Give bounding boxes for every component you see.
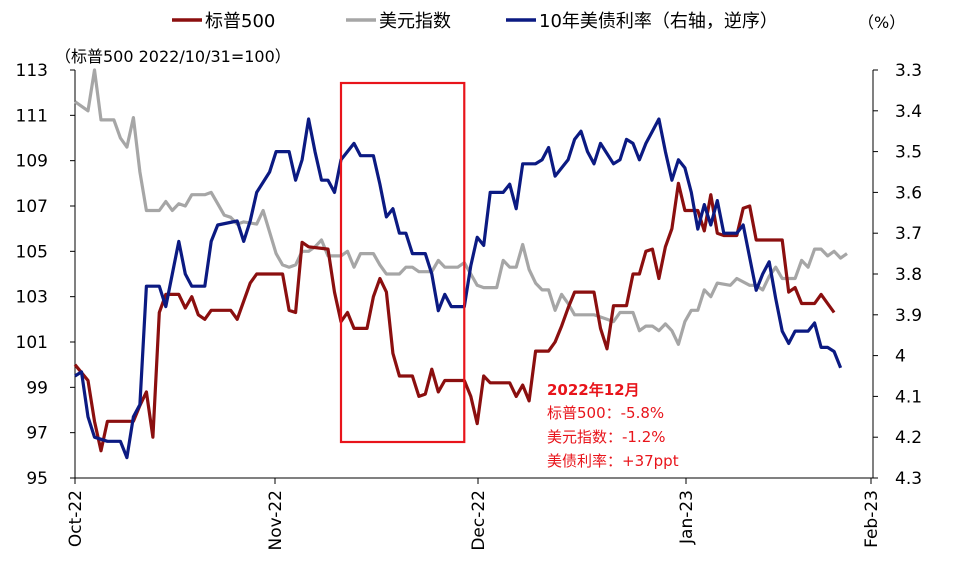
x-tick-label: Oct-22: [66, 490, 86, 547]
y-left-tick-label: 105: [16, 242, 48, 262]
legend-label: 美元指数: [379, 11, 451, 32]
y-right-tick-label: 3.7: [895, 224, 922, 244]
y-left-tick-label: 95: [26, 469, 48, 489]
legend-label: 10年美债利率（右轴，逆序）: [539, 11, 778, 32]
y-left-tick-label: 109: [16, 152, 48, 172]
axes: 95 97 99 101 103 105 107 109 111 113 3.3 3.4 3.5 3.6 3…: [16, 61, 923, 551]
ust-line: [74, 117, 843, 460]
spx-line: [73, 181, 836, 453]
y-right-tick-label: 4: [895, 347, 906, 367]
annotation-line: 标普500：-5.8%: [547, 404, 664, 422]
y-left-tick-label: 113: [16, 61, 48, 81]
dxy-line: [74, 68, 848, 346]
y-right-tick-label: 3.6: [895, 183, 922, 203]
y-right-tick-label: 4.1: [895, 387, 922, 407]
y-left-tick-label: 111: [16, 106, 48, 126]
y-left-tick-label: 101: [16, 333, 48, 353]
y-left-tick-label: 107: [16, 197, 48, 217]
annotation-line: 美债利率：+37ppt: [547, 452, 679, 470]
x-tick-label: Jan-23: [677, 490, 697, 545]
y-left-tick-label: 99: [26, 378, 48, 398]
y-right-tick-label: 3.4: [895, 102, 922, 122]
y-right-tick-label: 3.9: [895, 306, 922, 326]
highlight-box: [339, 81, 466, 444]
series-lines: [73, 68, 848, 460]
y-right-tick-label: 3.3: [895, 61, 922, 81]
y-left-tick-label: 97: [26, 424, 48, 444]
x-tick-label: Dec-22: [469, 490, 489, 551]
y-left-tick-label: 103: [16, 288, 48, 308]
y-right-tick-label: 4.2: [895, 428, 922, 448]
legend: 标普500 美元指数 10年美债利率（右轴，逆序）: [172, 11, 778, 32]
y-right-tick-label: 3.8: [895, 265, 922, 285]
legend-label: 标普500: [205, 11, 275, 32]
annotation-line: 美元指数：-1.2%: [547, 428, 666, 446]
annotation-title: 2022年12月: [547, 381, 640, 399]
y-right-tick-label: 3.5: [895, 143, 922, 163]
right-axis-unit: （%）: [858, 13, 905, 32]
x-tick-label: Feb-23: [862, 490, 882, 548]
x-tick-label: Nov-22: [266, 490, 286, 551]
left-axis-note: （标普500 2022/10/31=100）: [55, 47, 291, 66]
y-right-tick-label: 4.3: [895, 469, 922, 489]
annotation: 2022年12月 标普500：-5.8% 美元指数：-1.2% 美债利率：+37…: [547, 381, 679, 470]
